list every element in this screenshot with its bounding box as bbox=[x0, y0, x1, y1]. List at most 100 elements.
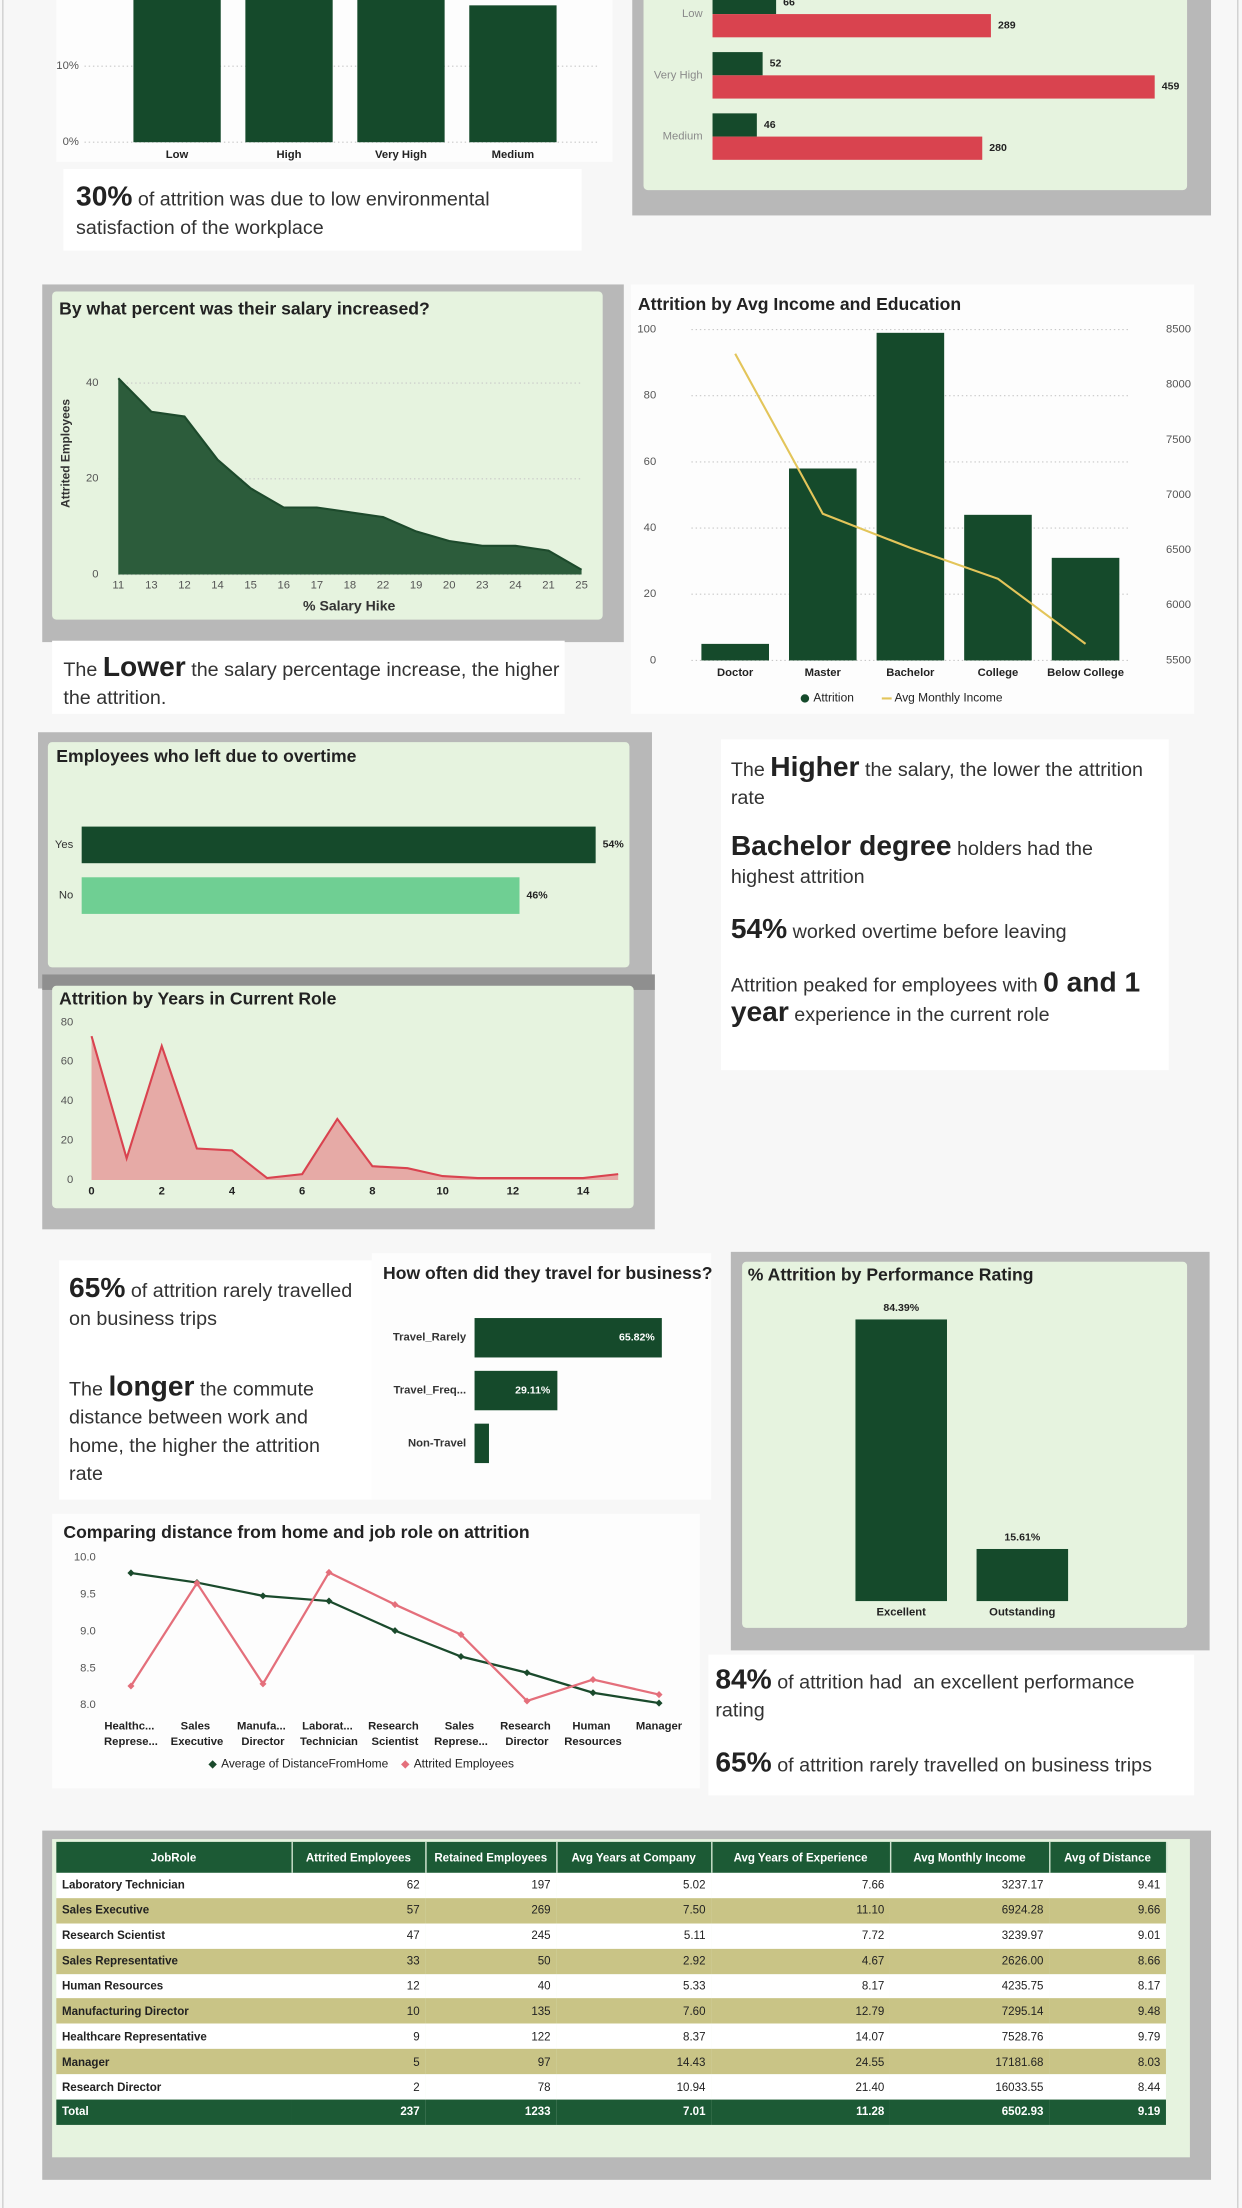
column-header: Avg of Distance bbox=[1049, 1841, 1167, 1873]
note-emphasis: 0 and 1 year bbox=[730, 967, 1149, 1028]
table-row: Manager 5 97 14.43 24.55 17181.68 8.03 bbox=[56, 2049, 1166, 2075]
table-cell: 11.28 bbox=[711, 2099, 890, 2125]
table-cell: 8.03 bbox=[1049, 2049, 1166, 2075]
y-tick-label: Travel_Freq... bbox=[394, 1385, 467, 1397]
y-tick-label: 9.0 bbox=[80, 1625, 96, 1637]
label-line: Laborat... bbox=[302, 1720, 356, 1732]
table-cell: Human Resources bbox=[56, 1973, 292, 1999]
table-cell: Total bbox=[56, 2099, 292, 2125]
note-emphasis: 84% bbox=[715, 1664, 772, 1696]
note: 30% of attrition was due to low environm… bbox=[76, 183, 569, 241]
x-tick-label: Research Director bbox=[500, 1720, 554, 1747]
table-cell: 14.07 bbox=[711, 2024, 890, 2050]
note-emphasis: Bachelor degree bbox=[730, 830, 952, 862]
note-box bbox=[59, 1260, 372, 1500]
table-cell: 3237.17 bbox=[889, 1872, 1050, 1899]
y-tick-label: No bbox=[59, 890, 73, 902]
table-row: Healthcare Representative 9 122 8.37 14.07 75… bbox=[56, 2024, 1166, 2050]
y-tick-label: 80 bbox=[644, 390, 657, 402]
x-tick-label: Medium bbox=[492, 149, 535, 161]
table-cell: 7.66 bbox=[711, 1872, 890, 1899]
note: 65% of attrition rarely travelled on bus… bbox=[69, 1274, 372, 1332]
x-tick-label: Doctor bbox=[717, 667, 754, 679]
bar bbox=[712, 0, 777, 15]
table-cell: 2626.00 bbox=[889, 1948, 1050, 1974]
table-cell: 8.66 bbox=[1049, 1948, 1166, 1974]
note: 65% of attrition rarely travelled on bus… bbox=[715, 1749, 1194, 1779]
table-cell: 4235.75 bbox=[889, 1973, 1050, 1999]
column-header: Avg Years at Company bbox=[556, 1841, 712, 1873]
x-tick-label: 20 bbox=[443, 580, 456, 592]
marker bbox=[127, 1569, 135, 1577]
data-label: 280 bbox=[989, 142, 1007, 154]
table-row: Research Scientist 47 245 5.11 7.72 3239.97 9.… bbox=[56, 1923, 1166, 1949]
table-cell: Sales Representative bbox=[56, 1948, 292, 1974]
y-tick-label: 6500 bbox=[1166, 544, 1191, 556]
bar bbox=[1051, 557, 1120, 661]
table-row: Human Resources 12 40 5.33 8.17 4235.75 8.17 bbox=[56, 1973, 1166, 1999]
y-tick-label: 80 bbox=[61, 1016, 74, 1028]
y-tick-label: 10.0 bbox=[74, 1551, 96, 1563]
table-cell: 2 bbox=[291, 2074, 426, 2100]
table-cell: 9.79 bbox=[1049, 2024, 1166, 2050]
y-tick-label: 8000 bbox=[1166, 379, 1191, 391]
table-cell: 97 bbox=[425, 2049, 557, 2075]
x-tick-label: Outstanding bbox=[989, 1606, 1055, 1618]
table-cell: 12 bbox=[291, 1973, 426, 1999]
note: The Higher the salary, the lower the att… bbox=[731, 753, 1168, 811]
y-tick-label: 20 bbox=[61, 1135, 74, 1147]
note-text: The bbox=[69, 1377, 109, 1400]
x-tick-label: Very High bbox=[375, 149, 427, 161]
marker bbox=[523, 1697, 531, 1705]
table-cell: 11.10 bbox=[711, 1898, 890, 1924]
bar bbox=[712, 136, 983, 160]
table-cell: 7.01 bbox=[556, 2099, 712, 2125]
bar bbox=[474, 1318, 662, 1358]
table-cell: 12.79 bbox=[711, 1998, 890, 2025]
label-line: Represe... bbox=[104, 1736, 158, 1748]
table-cell: 5.33 bbox=[556, 1973, 712, 1999]
area-fill bbox=[91, 1036, 619, 1181]
column-header: Avg Monthly Income bbox=[889, 1841, 1050, 1873]
bar bbox=[712, 75, 1155, 99]
x-tick-label: Below College bbox=[1047, 667, 1124, 679]
line bbox=[734, 353, 1087, 645]
label-line: Resources bbox=[564, 1736, 622, 1748]
area-fill bbox=[118, 378, 582, 575]
x-tick-label: 2 bbox=[159, 1185, 165, 1197]
label-line: Scientist bbox=[372, 1736, 419, 1748]
label-line: Director bbox=[505, 1736, 549, 1748]
data-label: 46 bbox=[764, 119, 776, 131]
column-header: Attrited Employees bbox=[291, 1841, 426, 1873]
legend-marker bbox=[401, 1760, 410, 1769]
y-tick-label: Medium bbox=[663, 131, 703, 143]
table-cell: 16033.55 bbox=[889, 2074, 1050, 2100]
label-line: Human bbox=[572, 1720, 613, 1732]
bar bbox=[976, 1548, 1069, 1602]
note: The Lower the salary percentage increase… bbox=[63, 653, 570, 711]
table-cell: 50 bbox=[425, 1948, 557, 1974]
legend-label: Attrited Employees bbox=[414, 1757, 514, 1771]
x-tick-label: Bachelor bbox=[886, 667, 935, 679]
legend-marker bbox=[800, 694, 810, 703]
note-text: The bbox=[63, 657, 103, 681]
table-cell: Research Director bbox=[56, 2074, 292, 2100]
x-tick-label: 10 bbox=[436, 1185, 449, 1197]
label-line: Sales bbox=[445, 1720, 478, 1732]
note-emphasis: longer bbox=[108, 1371, 195, 1403]
table-cell: 40 bbox=[425, 1973, 557, 1999]
table-cell: 7295.14 bbox=[889, 1998, 1050, 2025]
table-cell: 8.44 bbox=[1049, 2074, 1166, 2100]
x-tick-label: 4 bbox=[229, 1185, 236, 1197]
table-cell: Manager bbox=[56, 2049, 292, 2075]
table-row: Manufacturing Director 10 135 7.60 12.79 7295… bbox=[56, 1998, 1166, 2025]
legend-label: Avg Monthly Income bbox=[894, 691, 1002, 705]
table-cell: 245 bbox=[425, 1923, 557, 1949]
legend-label: Average of DistanceFromHome bbox=[221, 1757, 389, 1771]
note-emphasis: 65% bbox=[69, 1272, 126, 1304]
note-text: of attrition had an excellent performanc… bbox=[715, 1670, 1140, 1721]
x-tick-label: Healthc... Represe... bbox=[104, 1720, 158, 1747]
x-tick-label: Laborat... Technician bbox=[300, 1720, 358, 1747]
label-line: Sales bbox=[181, 1720, 214, 1732]
x-tick-label: 24 bbox=[509, 580, 522, 592]
